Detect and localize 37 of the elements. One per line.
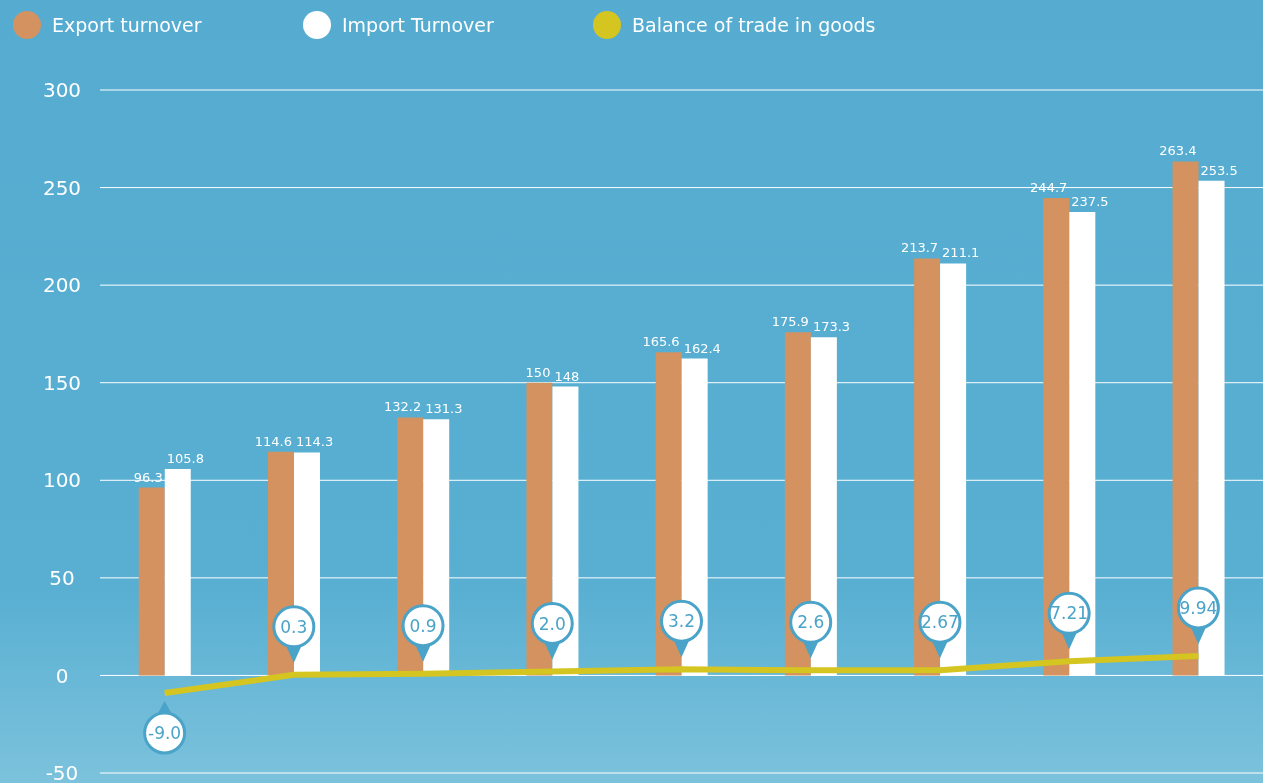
data-label: 3.2 — [667, 611, 696, 632]
data-label: -9.0 — [148, 722, 182, 743]
data-label: 7.21 — [1050, 603, 1089, 624]
data-label: 132.2 — [383, 399, 422, 415]
y-tick-label: -50 — [45, 761, 79, 783]
data-label: 0.9 — [409, 615, 437, 636]
y-tick-label: 250 — [42, 175, 82, 200]
y-tick-label: 100 — [42, 468, 82, 493]
data-label: 114.6 — [254, 433, 292, 449]
y-tick-label: 300 — [42, 78, 82, 103]
data-label: 213.7 — [900, 240, 939, 256]
data-label: 2.67 — [921, 612, 959, 633]
y-tick-label: 150 — [42, 370, 82, 395]
data-label: 237.5 — [1071, 193, 1109, 209]
data-label: 9.94 — [1179, 598, 1218, 619]
data-label: 165.6 — [642, 334, 680, 350]
data-label: 114.3 — [295, 434, 334, 450]
data-label: 131.3 — [425, 401, 463, 417]
legend-label: Import Turnover — [342, 14, 494, 36]
bar — [138, 487, 165, 676]
data-label: 0.3 — [280, 616, 308, 637]
data-label: 2.6 — [797, 612, 825, 633]
y-tick-label: 50 — [49, 565, 75, 590]
data-label: 148 — [554, 368, 580, 384]
data-label: 105.8 — [166, 450, 204, 466]
data-label: 263.4 — [1159, 143, 1197, 159]
data-label: 211.1 — [942, 245, 980, 261]
y-tick-label: 200 — [42, 273, 82, 298]
data-label: 162.4 — [683, 340, 721, 356]
y-tick-label: 0 — [55, 663, 69, 688]
legend-label: Balance of trade in goods — [632, 14, 876, 36]
data-label: 2.0 — [538, 613, 566, 634]
legend-label: Export turnover — [52, 14, 202, 36]
data-label: 253.5 — [1200, 162, 1238, 178]
data-label: 175.9 — [771, 314, 809, 330]
data-label: 173.3 — [812, 319, 851, 335]
data-label: 150 — [525, 364, 551, 380]
